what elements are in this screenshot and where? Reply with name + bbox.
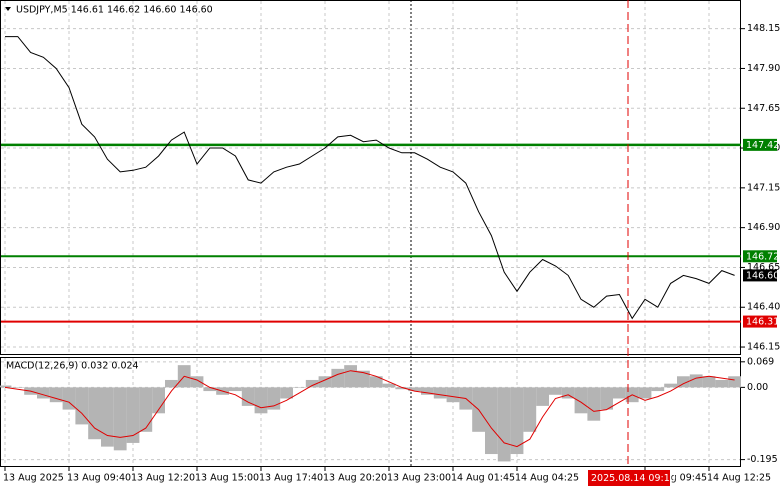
macd-bar bbox=[254, 387, 268, 414]
y-tick-label: 146.40 bbox=[747, 302, 780, 313]
macd-bar bbox=[126, 387, 140, 443]
y-tick-label: 0.00 bbox=[747, 382, 768, 393]
macd-bar bbox=[62, 387, 76, 410]
macd-bar bbox=[651, 387, 665, 392]
macd-bar bbox=[139, 387, 153, 432]
level-label: 147.42 bbox=[746, 140, 779, 151]
macd-bar bbox=[510, 387, 524, 455]
macd-bar bbox=[715, 379, 729, 388]
macd-bar bbox=[689, 374, 703, 388]
macd-bar bbox=[561, 387, 575, 399]
x-tick-label: 14 Aug 09:45 bbox=[643, 473, 707, 484]
macd-bar bbox=[523, 387, 537, 432]
macd-bar bbox=[165, 379, 178, 388]
y-tick-label: 147.65 bbox=[747, 103, 780, 114]
macd-bar bbox=[331, 368, 345, 388]
macd-bar bbox=[613, 387, 626, 399]
macd-bar bbox=[229, 387, 242, 392]
x-tick-label: 13 Aug 20:20 bbox=[323, 473, 387, 484]
x-tick-label: 13 Aug 2025 bbox=[3, 473, 64, 484]
macd-bar bbox=[75, 387, 89, 425]
macd-bar bbox=[446, 387, 460, 403]
x-tick-label: 13 Aug 15:00 bbox=[195, 473, 259, 484]
macd-bar bbox=[574, 387, 588, 414]
macd-bar bbox=[600, 387, 613, 410]
macd-bar bbox=[318, 376, 332, 388]
y-tick-label: 146.15 bbox=[747, 342, 780, 353]
macd-bar bbox=[11, 387, 25, 388]
chart-title: USDJPY,M5 146.61 146.62 146.60 146.60 bbox=[16, 5, 213, 16]
macd-bar bbox=[395, 387, 409, 390]
price-line bbox=[5, 36, 735, 320]
level-label-bg bbox=[743, 250, 777, 263]
macd-bar bbox=[587, 387, 601, 421]
y-tick-label: 146.90 bbox=[747, 222, 780, 233]
macd-bar bbox=[485, 387, 498, 455]
macd-bar bbox=[702, 376, 716, 388]
macd-bar bbox=[293, 387, 306, 388]
macd-bar bbox=[536, 387, 549, 406]
x-tick-label: 14 Aug 12:25 bbox=[707, 473, 771, 484]
macd-bar bbox=[357, 370, 370, 388]
macd-bar bbox=[241, 387, 255, 406]
level-label: 146.72 bbox=[746, 251, 779, 262]
y-tick-label: 147.90 bbox=[747, 63, 780, 74]
macd-bar bbox=[101, 387, 114, 447]
y-tick-label: 148.15 bbox=[747, 23, 780, 34]
y-tick-label: -0.195 bbox=[747, 454, 778, 465]
macd-bar bbox=[421, 387, 434, 395]
signal-line bbox=[4, 370, 735, 448]
macd-frame bbox=[0, 357, 741, 467]
macd-bar bbox=[369, 376, 383, 388]
macd-bar bbox=[728, 376, 741, 388]
macd-bar bbox=[549, 387, 562, 395]
macd-bar bbox=[152, 387, 165, 414]
macd-bar bbox=[344, 365, 357, 388]
macd-bar bbox=[305, 379, 319, 388]
macd-bar bbox=[664, 383, 677, 388]
y-tick-label: 147.15 bbox=[747, 182, 780, 193]
x-tick-label: 14 Aug 04:25 bbox=[515, 473, 579, 484]
x-tick-label: 13 Aug 12:20 bbox=[131, 473, 195, 484]
macd-bar bbox=[408, 387, 421, 392]
macd-bar bbox=[0, 385, 12, 388]
last-price-label: 146.60 bbox=[746, 270, 779, 281]
x-tick-label: 13 Aug 09:40 bbox=[67, 473, 131, 484]
macd-bar bbox=[37, 387, 50, 399]
cursor-label: 2025.08.14 09:10 bbox=[591, 473, 676, 484]
level-label-bg bbox=[743, 138, 777, 151]
macd-title: MACD(12,26,9) 0.032 0.024 bbox=[6, 361, 139, 372]
y-tick-label: 146.65 bbox=[747, 262, 780, 273]
macd-bar bbox=[280, 387, 293, 399]
macd-bar bbox=[638, 387, 652, 399]
macd-bar bbox=[497, 387, 511, 462]
y-tick-label: 0.069 bbox=[747, 356, 774, 367]
x-tick-label: 13 Aug 23:00 bbox=[387, 473, 451, 484]
x-tick-label: 14 Aug 01:45 bbox=[451, 473, 515, 484]
menu-arrow bbox=[5, 7, 11, 11]
last-price-bg bbox=[743, 269, 777, 282]
macd-bar bbox=[203, 387, 217, 392]
macd-bar bbox=[49, 387, 63, 403]
macd-bar bbox=[677, 376, 690, 388]
macd-bar bbox=[190, 376, 204, 388]
macd-bar bbox=[433, 387, 447, 399]
cursor-label-bg bbox=[588, 470, 670, 486]
macd-bar bbox=[88, 387, 101, 440]
x-tick-label: 13 Aug 17:40 bbox=[259, 473, 323, 484]
macd-bar bbox=[382, 383, 396, 388]
macd-bar bbox=[113, 387, 127, 451]
main-frame bbox=[0, 0, 741, 355]
level-label: 146.31 bbox=[746, 317, 779, 328]
level-label-bg bbox=[743, 315, 777, 328]
